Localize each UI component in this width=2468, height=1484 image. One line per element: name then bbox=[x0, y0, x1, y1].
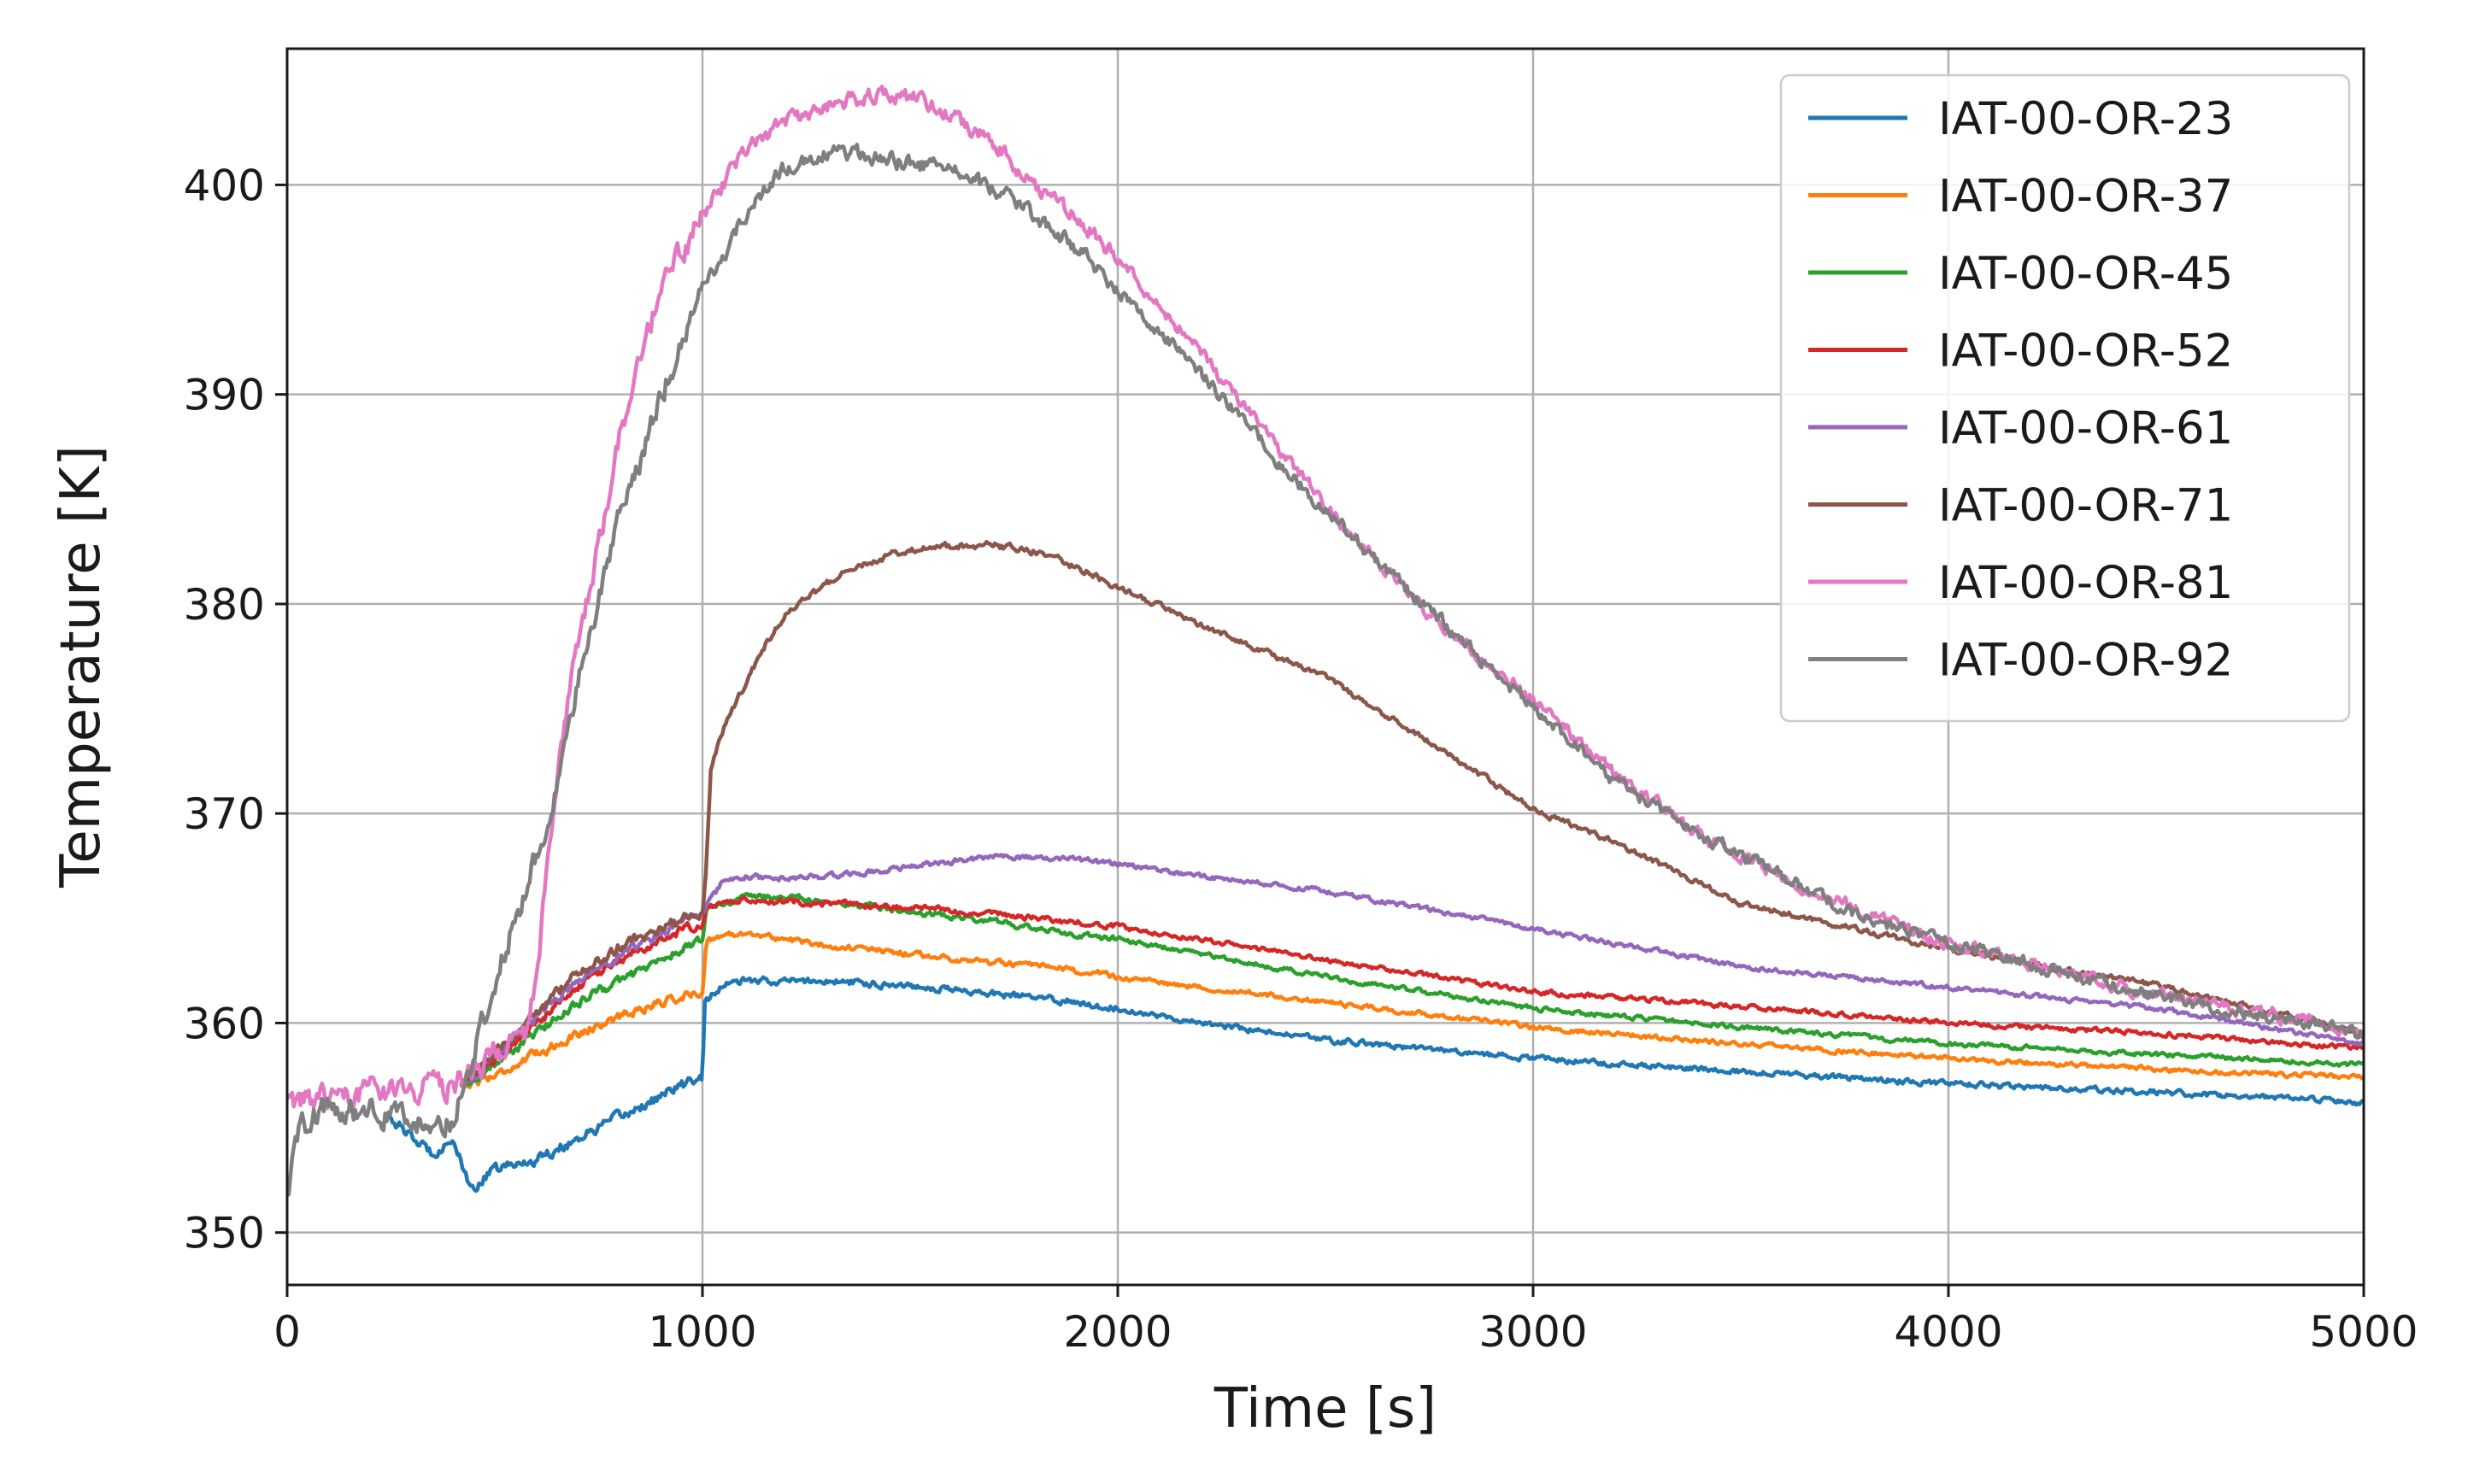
series-line-iat-00-or-37 bbox=[459, 930, 2364, 1089]
legend-label: IAT-00-OR-61 bbox=[1938, 402, 2233, 455]
x-tick-label: 2000 bbox=[1063, 1307, 1172, 1357]
legend-label: IAT-00-OR-37 bbox=[1938, 171, 2233, 223]
series-line-iat-00-or-61 bbox=[459, 853, 2364, 1088]
y-axis-title: Temperature [K] bbox=[50, 445, 113, 889]
series-line-iat-00-or-23 bbox=[389, 975, 2364, 1194]
y-tick-label: 350 bbox=[184, 1209, 265, 1258]
legend-label: IAT-00-OR-52 bbox=[1938, 326, 2233, 378]
legend-label: IAT-00-OR-92 bbox=[1938, 635, 2233, 687]
y-tick-label: 380 bbox=[184, 580, 265, 630]
x-tick-label: 3000 bbox=[1478, 1307, 1587, 1357]
series-line-iat-00-or-52 bbox=[459, 895, 2364, 1087]
y-tick-label: 370 bbox=[184, 789, 265, 839]
x-axis-title: Time [s] bbox=[1213, 1377, 1437, 1440]
series-group bbox=[287, 85, 2364, 1197]
x-tick-label: 0 bbox=[273, 1307, 301, 1357]
legend-label: IAT-00-OR-45 bbox=[1938, 248, 2233, 300]
legend-label: IAT-00-OR-23 bbox=[1938, 93, 2233, 145]
ticks: 0 1000 2000 3000 4000 5000 350 360 370 380 390 400 bbox=[184, 161, 2418, 1357]
legend: IAT-00-OR-23 IAT-00-OR-37 IAT-00-OR-45 IAT-… bbox=[1779, 73, 2351, 723]
axes-frame bbox=[285, 47, 2365, 1287]
y-tick-label: 360 bbox=[184, 999, 265, 1048]
series-line-iat-00-or-92 bbox=[287, 142, 2364, 1197]
legend-label: IAT-00-OR-71 bbox=[1938, 480, 2233, 532]
x-tick-label: 1000 bbox=[648, 1307, 756, 1357]
x-tick-label: 5000 bbox=[2309, 1307, 2418, 1357]
series-line-iat-00-or-45 bbox=[459, 891, 2364, 1088]
legend-label: IAT-00-OR-81 bbox=[1938, 557, 2233, 609]
y-tick-label: 400 bbox=[184, 161, 265, 210]
y-tick-label: 390 bbox=[184, 371, 265, 420]
legend-box bbox=[1779, 73, 2351, 723]
x-tick-label: 4000 bbox=[1894, 1307, 2002, 1357]
